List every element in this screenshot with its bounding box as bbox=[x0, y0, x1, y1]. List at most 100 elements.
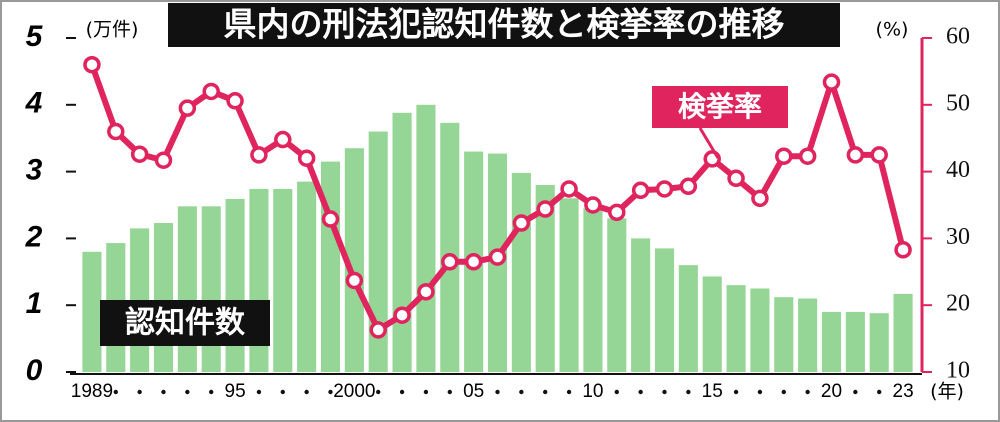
point bbox=[297, 149, 316, 167]
bar bbox=[702, 276, 722, 372]
point bbox=[321, 210, 340, 228]
x-tick-dot bbox=[853, 389, 858, 395]
point bbox=[798, 147, 817, 165]
x-tick-dot bbox=[209, 389, 214, 395]
bar bbox=[607, 218, 627, 372]
point bbox=[727, 169, 745, 188]
x-tick-label: 10 bbox=[582, 381, 603, 402]
point bbox=[274, 130, 292, 149]
point bbox=[775, 147, 793, 165]
bar bbox=[726, 285, 746, 372]
bar bbox=[177, 206, 197, 372]
line-label: 検挙率 bbox=[678, 90, 762, 123]
y2-unit: (%) bbox=[876, 19, 909, 41]
point bbox=[679, 177, 698, 196]
point bbox=[464, 253, 483, 271]
bar-label: 認知件数 bbox=[125, 306, 246, 341]
y-tick-label: 4 bbox=[25, 87, 43, 120]
point bbox=[130, 145, 149, 163]
bar bbox=[821, 311, 842, 372]
chart-title: 県内の刑法犯認知件数と検挙率の推移 bbox=[224, 5, 785, 44]
bar bbox=[225, 198, 245, 372]
point bbox=[822, 73, 841, 91]
bar bbox=[535, 184, 555, 372]
bar bbox=[320, 161, 341, 372]
point bbox=[512, 214, 531, 232]
callout-line bbox=[698, 127, 720, 159]
x-tick-dot bbox=[161, 389, 166, 395]
bar bbox=[82, 251, 102, 372]
bar bbox=[273, 188, 293, 372]
y-tick-label: 2 bbox=[25, 220, 43, 253]
x-tick-dot bbox=[376, 389, 381, 395]
x-tick-dot bbox=[328, 389, 333, 395]
x-tick-dot bbox=[757, 389, 763, 395]
x-tick-dot bbox=[638, 389, 643, 395]
bar bbox=[297, 181, 317, 372]
point bbox=[202, 82, 220, 101]
x-tick-dot bbox=[662, 389, 667, 395]
point bbox=[846, 146, 865, 164]
point bbox=[226, 92, 244, 110]
bar bbox=[893, 293, 913, 372]
bar bbox=[392, 112, 412, 372]
x-tick-dot bbox=[495, 389, 500, 395]
x-tick-label: 05 bbox=[463, 381, 484, 402]
x-tick-label: 23 bbox=[893, 381, 914, 402]
bar bbox=[368, 131, 388, 372]
y2-tick-label: 30 bbox=[946, 224, 970, 250]
point bbox=[870, 146, 888, 164]
bar bbox=[774, 297, 794, 372]
point bbox=[178, 99, 197, 117]
x-tick-dot bbox=[137, 389, 142, 395]
point bbox=[154, 151, 173, 169]
x-tick-label: 20 bbox=[821, 381, 842, 402]
bar bbox=[869, 313, 889, 372]
bar bbox=[153, 223, 174, 372]
y2-tick-label: 50 bbox=[946, 90, 970, 116]
x-tick-label: 2000 bbox=[333, 381, 375, 402]
bar bbox=[654, 248, 675, 372]
x-tick-dot bbox=[519, 389, 524, 395]
point bbox=[751, 189, 769, 208]
point bbox=[608, 203, 626, 222]
point bbox=[393, 306, 411, 324]
point bbox=[83, 55, 101, 74]
point bbox=[488, 248, 507, 266]
x-tick-dot bbox=[280, 389, 285, 395]
point bbox=[441, 253, 459, 271]
x-tick-label: 95 bbox=[225, 381, 246, 402]
point bbox=[417, 283, 435, 301]
bar bbox=[416, 104, 436, 373]
x-tick-dot bbox=[256, 389, 262, 395]
point bbox=[369, 321, 387, 339]
bar-label-box bbox=[100, 300, 270, 346]
y2-tick-label: 20 bbox=[946, 291, 970, 317]
bar bbox=[440, 122, 460, 372]
x-tick-dot bbox=[781, 389, 786, 395]
point bbox=[107, 122, 125, 141]
x-tick-label: 1989 bbox=[71, 381, 113, 402]
point bbox=[894, 241, 912, 259]
x-tick-dot bbox=[447, 389, 452, 395]
bar bbox=[750, 288, 770, 372]
x-tick-dot bbox=[805, 389, 810, 395]
x-tick-dot bbox=[423, 389, 429, 395]
line-label-box bbox=[652, 86, 788, 128]
y2-tick-label: 10 bbox=[946, 358, 970, 384]
x-tick-label: 15 bbox=[702, 381, 723, 402]
bar bbox=[798, 298, 818, 372]
x-unit: (年) bbox=[930, 381, 964, 403]
title-box bbox=[168, 3, 840, 47]
bar bbox=[678, 265, 698, 372]
x-tick-dot bbox=[614, 389, 619, 395]
x-tick-dot bbox=[304, 389, 309, 395]
bar bbox=[511, 172, 531, 372]
x-tick-dot bbox=[877, 389, 882, 395]
x-tick-dot bbox=[185, 389, 190, 395]
bar bbox=[845, 311, 865, 372]
x-tick-dot bbox=[543, 389, 548, 395]
y-tick-label: 3 bbox=[26, 154, 43, 187]
point bbox=[560, 180, 578, 198]
